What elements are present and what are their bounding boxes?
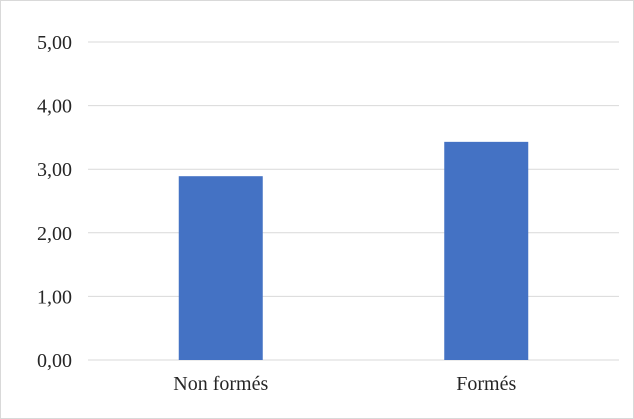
x-category-label: Non formés — [173, 373, 268, 395]
y-tick-label: 3,00 — [37, 159, 72, 181]
y-tick-label: 0,00 — [37, 350, 72, 372]
bar-2 — [444, 141, 529, 360]
x-category-label: Formés — [456, 373, 516, 395]
y-tick-label: 4,00 — [37, 96, 72, 118]
gridlines — [88, 41, 619, 361]
y-axis-tick-labels: 0,00 1,00 2,00 3,00 4,00 5,00 — [37, 32, 72, 372]
bars — [178, 141, 529, 360]
y-tick-label: 1,00 — [37, 286, 72, 308]
x-axis-category-labels: Non formés Formés — [173, 373, 516, 395]
y-tick-label: 5,00 — [37, 32, 72, 54]
y-tick-label: 2,00 — [37, 223, 72, 245]
bar-1 — [178, 176, 263, 360]
